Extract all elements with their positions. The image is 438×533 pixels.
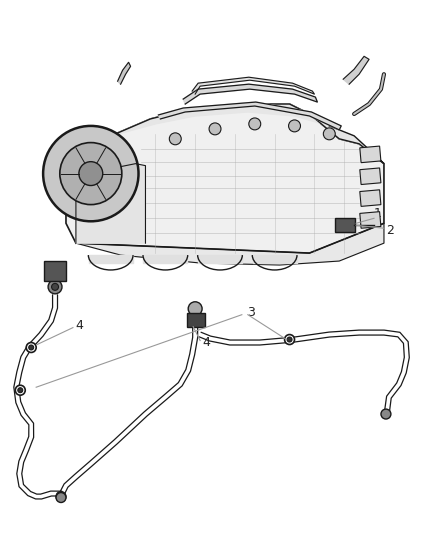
Circle shape bbox=[43, 126, 138, 221]
Polygon shape bbox=[76, 164, 145, 243]
Polygon shape bbox=[116, 104, 384, 164]
Polygon shape bbox=[343, 56, 369, 84]
Bar bbox=[360, 146, 381, 163]
Polygon shape bbox=[66, 104, 384, 253]
Circle shape bbox=[48, 280, 62, 294]
Circle shape bbox=[26, 343, 36, 352]
Circle shape bbox=[323, 128, 335, 140]
Polygon shape bbox=[192, 77, 314, 94]
Circle shape bbox=[29, 345, 34, 350]
Bar bbox=[360, 168, 381, 184]
Circle shape bbox=[170, 133, 181, 145]
Circle shape bbox=[209, 123, 221, 135]
Circle shape bbox=[56, 492, 66, 503]
Circle shape bbox=[289, 120, 300, 132]
FancyBboxPatch shape bbox=[44, 261, 66, 281]
Polygon shape bbox=[118, 62, 131, 84]
Bar bbox=[360, 190, 381, 206]
Circle shape bbox=[60, 143, 122, 205]
Polygon shape bbox=[159, 102, 341, 130]
Polygon shape bbox=[76, 223, 384, 265]
Circle shape bbox=[15, 385, 25, 395]
Bar bbox=[360, 212, 381, 228]
Polygon shape bbox=[183, 84, 318, 104]
Circle shape bbox=[285, 335, 294, 344]
Circle shape bbox=[381, 409, 391, 419]
Circle shape bbox=[56, 491, 66, 502]
Circle shape bbox=[249, 118, 261, 130]
FancyBboxPatch shape bbox=[335, 219, 355, 232]
FancyBboxPatch shape bbox=[187, 313, 205, 327]
Text: 4: 4 bbox=[75, 319, 83, 332]
Text: 3: 3 bbox=[247, 306, 255, 319]
Text: 4: 4 bbox=[202, 336, 210, 349]
Circle shape bbox=[79, 161, 103, 185]
Circle shape bbox=[287, 337, 292, 342]
Circle shape bbox=[188, 302, 202, 316]
Text: 2: 2 bbox=[386, 224, 394, 237]
Circle shape bbox=[52, 284, 59, 290]
Text: 1: 1 bbox=[374, 207, 382, 220]
Circle shape bbox=[18, 387, 23, 393]
